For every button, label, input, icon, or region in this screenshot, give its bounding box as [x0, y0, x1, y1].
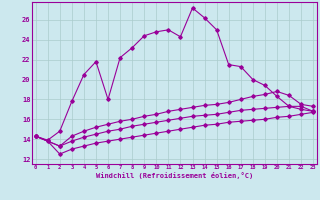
- X-axis label: Windchill (Refroidissement éolien,°C): Windchill (Refroidissement éolien,°C): [96, 172, 253, 179]
